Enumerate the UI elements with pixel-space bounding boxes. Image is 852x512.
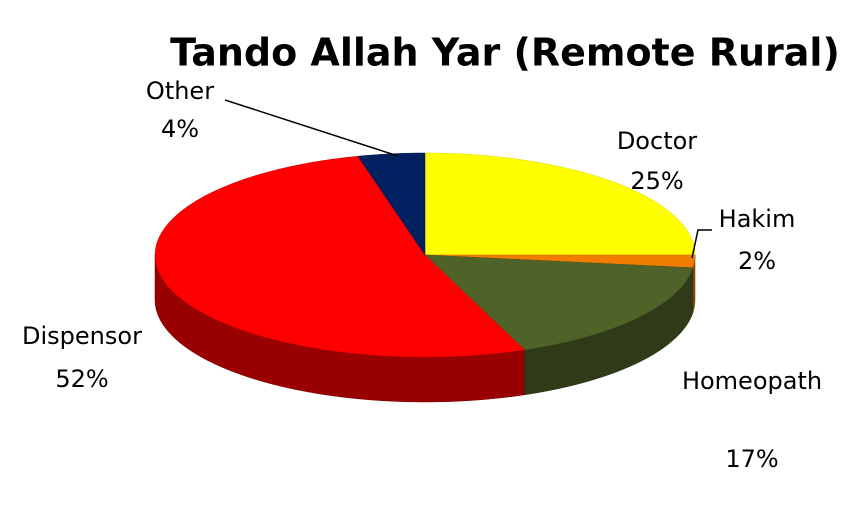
slice xyxy=(424,152,696,256)
slice-value-label: 52% xyxy=(55,365,108,393)
leader-line xyxy=(691,229,712,259)
slice-label: Hakim xyxy=(719,205,796,233)
leader-line xyxy=(224,99,399,157)
slice-value-label: 17% xyxy=(725,445,778,473)
slice-label: Doctor xyxy=(617,127,697,155)
chart-title: Tando Allah Yar (Remote Rural) xyxy=(170,31,840,75)
slice-value-label: 4% xyxy=(161,115,199,143)
slice-label: Homeopath xyxy=(682,367,822,395)
slice xyxy=(154,155,525,358)
slice-label: Dispensor xyxy=(22,322,142,350)
slice-value-label: 2% xyxy=(738,247,776,275)
slice-label: Other xyxy=(146,77,214,105)
slice-value-label: 25% xyxy=(630,167,683,195)
slice xyxy=(424,254,694,351)
